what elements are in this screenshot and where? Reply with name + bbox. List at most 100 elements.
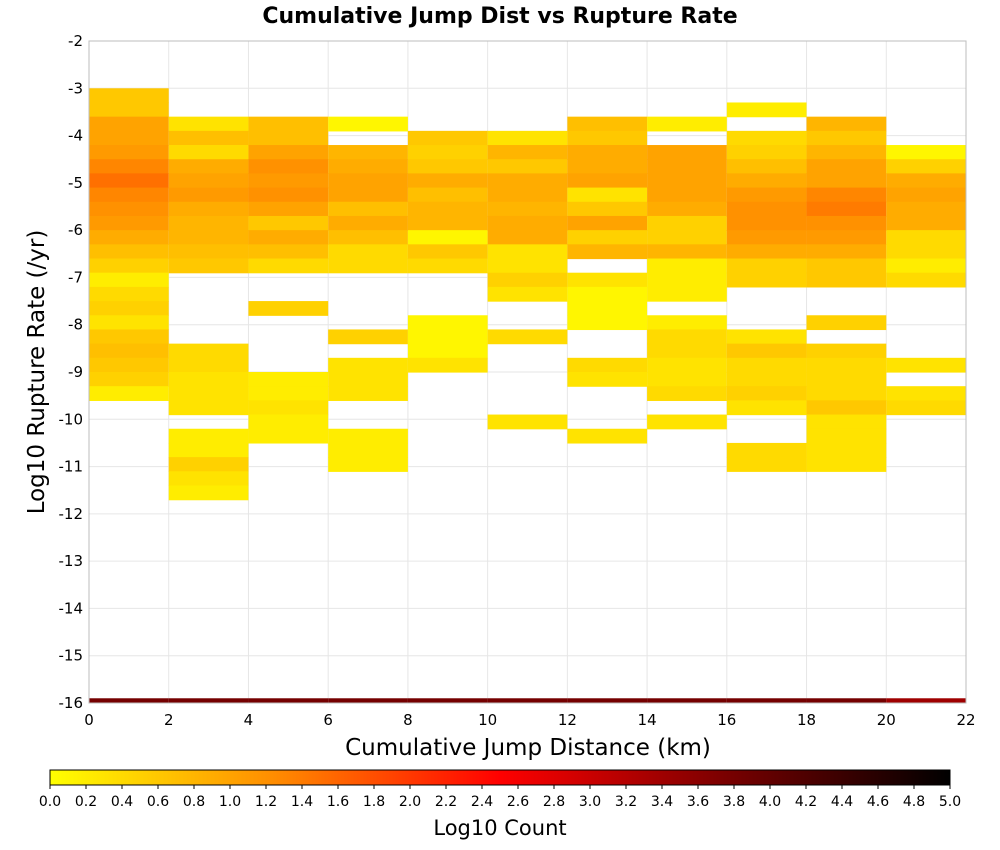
heatmap-cell — [168, 230, 249, 245]
heatmap-cell — [726, 442, 807, 458]
heatmap-cell — [168, 442, 249, 458]
heatmap-cell — [806, 272, 887, 288]
heatmap-cell — [647, 258, 727, 274]
colorbar-tick-label: 0.2 — [75, 794, 97, 810]
x-tick-label: 22 — [956, 711, 975, 729]
heatmap-cell — [886, 244, 966, 260]
colorbar-tick-label: 5.0 — [939, 794, 961, 810]
x-tick-label: 16 — [717, 711, 736, 729]
heatmap-cell — [168, 343, 249, 359]
heatmap-cell — [89, 329, 169, 345]
heatmap-cell — [328, 215, 408, 231]
heatmap-cell — [328, 173, 408, 189]
heatmap-cell — [647, 272, 727, 288]
y-axis-title: Log10 Rupture Rate (/yr) — [24, 230, 50, 515]
heatmap-cell — [168, 201, 249, 217]
y-tick-label: -10 — [59, 410, 84, 428]
x-tick-label: 2 — [164, 711, 174, 729]
chart-title: Cumulative Jump Dist vs Rupture Rate — [262, 4, 737, 29]
heatmap-cell — [806, 244, 887, 260]
colorbar-tick-label: 3.8 — [723, 794, 745, 810]
heatmap-cell — [726, 258, 807, 274]
heatmap-cell — [806, 442, 887, 458]
colorbar-tick-label: 4.4 — [831, 794, 853, 810]
y-tick-label: -3 — [68, 79, 83, 97]
heatmap-cell — [647, 357, 727, 373]
heatmap-cell — [89, 272, 169, 288]
heatmap-cell — [726, 159, 807, 174]
y-tick-label: -2 — [68, 32, 83, 50]
heatmap-cell — [567, 230, 648, 245]
heatmap-cell — [89, 357, 169, 373]
colorbar-tick-label: 1.6 — [327, 794, 349, 810]
heatmap-cell — [567, 145, 648, 160]
colorbar-tick-label: 2.4 — [471, 794, 493, 810]
heatmap-cell — [806, 201, 887, 217]
colorbar-tick-label: 1.4 — [291, 794, 313, 810]
heatmap-cell — [89, 386, 169, 401]
heatmap-cell — [407, 258, 488, 274]
heatmap-cell — [248, 244, 329, 260]
heatmap-cell — [248, 173, 329, 189]
heatmap-cell — [328, 258, 408, 274]
heatmap-cell — [89, 173, 169, 189]
heatmap-cell — [248, 130, 329, 146]
heatmap-cell — [89, 130, 169, 146]
heatmap-cell — [647, 414, 727, 430]
heatmap-cell — [407, 159, 488, 174]
heatmap-cell — [567, 272, 648, 288]
heatmap-cell — [886, 258, 966, 274]
heatmap-cell — [806, 173, 887, 189]
x-tick-label: 20 — [877, 711, 896, 729]
heatmap-cell — [407, 698, 488, 703]
y-tick-label: -9 — [68, 363, 83, 381]
heatmap-cell — [647, 372, 727, 387]
heatmap-cell — [567, 315, 648, 331]
heatmap-cell — [647, 698, 727, 703]
heatmap-cell — [647, 329, 727, 345]
heatmap-cell — [567, 187, 648, 203]
heatmap-cell — [487, 130, 568, 146]
heatmap-cell — [806, 414, 887, 430]
heatmap-cell — [726, 102, 807, 118]
colorbar-tick-label: 2.8 — [543, 794, 565, 810]
heatmap-cell — [487, 230, 568, 245]
colorbar-tick-label: 2.0 — [399, 794, 421, 810]
heatmap-cell — [806, 343, 887, 359]
heatmap-cell — [726, 698, 807, 703]
heatmap-cell — [168, 386, 249, 401]
heatmap-cell — [806, 116, 887, 132]
colorbar-tick-label: 2.2 — [435, 794, 457, 810]
colorbar-tick-label: 1.0 — [219, 794, 241, 810]
colorbar-tick-label: 0.4 — [111, 794, 133, 810]
heatmap-cell — [886, 386, 966, 401]
y-tick-label: -4 — [68, 127, 83, 145]
heatmap-cell — [726, 215, 807, 231]
heatmap-cell — [89, 145, 169, 160]
heatmap-cell — [407, 145, 488, 160]
heatmap-cell — [328, 159, 408, 174]
heatmap-cell — [647, 201, 727, 217]
heatmap-cell — [487, 329, 568, 345]
heatmap-cell — [168, 428, 249, 444]
heatmap-cell — [567, 698, 648, 703]
heatmap-cell — [806, 130, 887, 146]
heatmap-cell — [487, 215, 568, 231]
heatmap-cell — [726, 457, 807, 472]
heatmap-cell — [248, 372, 329, 387]
heatmap-cell — [168, 116, 249, 132]
heatmap-cell — [726, 343, 807, 359]
heatmap-cell — [647, 315, 727, 331]
heatmap-cell — [886, 187, 966, 203]
colorbar-tick-label: 0.6 — [147, 794, 169, 810]
heatmap-cell — [487, 414, 568, 430]
heatmap-cell — [806, 187, 887, 203]
heatmap-cell — [248, 187, 329, 203]
heatmap-cell — [647, 145, 727, 160]
heatmap-cell — [886, 215, 966, 231]
heatmap-cell — [248, 698, 329, 703]
heatmap-cell — [567, 215, 648, 231]
heatmap-cell — [89, 258, 169, 274]
heatmap-cell — [328, 145, 408, 160]
